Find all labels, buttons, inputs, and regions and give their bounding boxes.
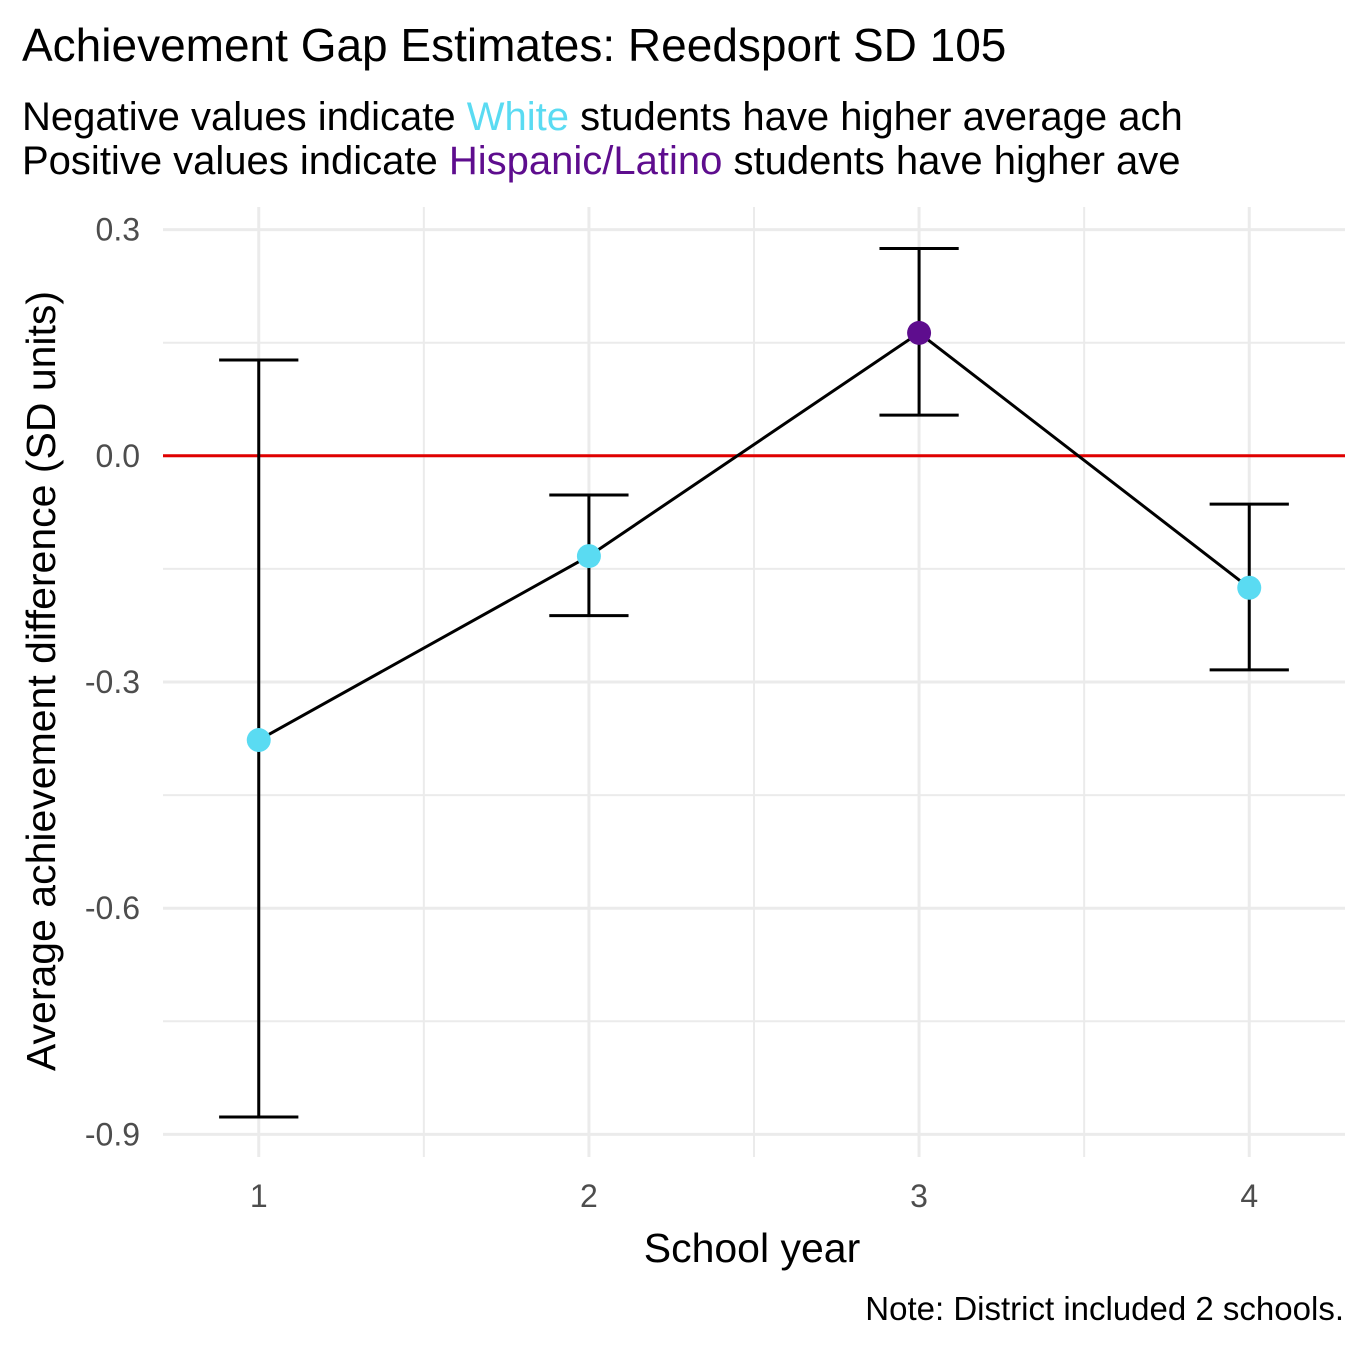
data-points [246, 320, 1262, 753]
gap-series-line [258, 331, 1251, 742]
subtitle-line-2: Positive values indicate Hispanic/Latino… [22, 141, 1181, 181]
subtitle-2-after: students have higher ave [722, 139, 1181, 183]
data-point [1237, 575, 1262, 600]
y-axis-label: Average achievement difference (SD units… [18, 291, 64, 1071]
subtitle-2-before: Positive values indicate [22, 139, 449, 183]
subtitle-white-label: White [466, 95, 569, 139]
subtitle-1-after: students have higher average ach [568, 95, 1183, 139]
x-axis-label: School year [644, 1225, 861, 1271]
y-tick-label: 0.0 [96, 438, 140, 474]
data-point [246, 728, 271, 753]
caption-note: Note: District included 2 schools. [865, 1290, 1344, 1327]
y-tick-label: -0.3 [85, 664, 140, 700]
y-tick-labels: -0.9 -0.6 -0.3 0.0 0.3 [85, 212, 140, 1153]
data-point [907, 320, 932, 345]
subtitle-hispanic-label: Hispanic/Latino [448, 139, 723, 183]
y-tick-label: 0.3 [96, 212, 140, 248]
series-line [258, 331, 1251, 742]
subtitle-line-1: Negative values indicate White students … [22, 97, 1183, 137]
chart-title: Achievement Gap Estimates: Reedsport SD … [22, 19, 1007, 71]
x-tick-label: 3 [910, 1178, 928, 1214]
x-tick-label: 1 [250, 1178, 268, 1214]
x-tick-labels: 1 2 3 4 [250, 1178, 1258, 1214]
y-tick-label: -0.6 [85, 890, 140, 926]
x-tick-label: 2 [580, 1178, 598, 1214]
x-tick-label: 4 [1240, 1178, 1258, 1214]
data-point [576, 544, 601, 569]
y-tick-label: -0.9 [85, 1116, 140, 1152]
subtitle-1-before: Negative values indicate [22, 95, 467, 139]
